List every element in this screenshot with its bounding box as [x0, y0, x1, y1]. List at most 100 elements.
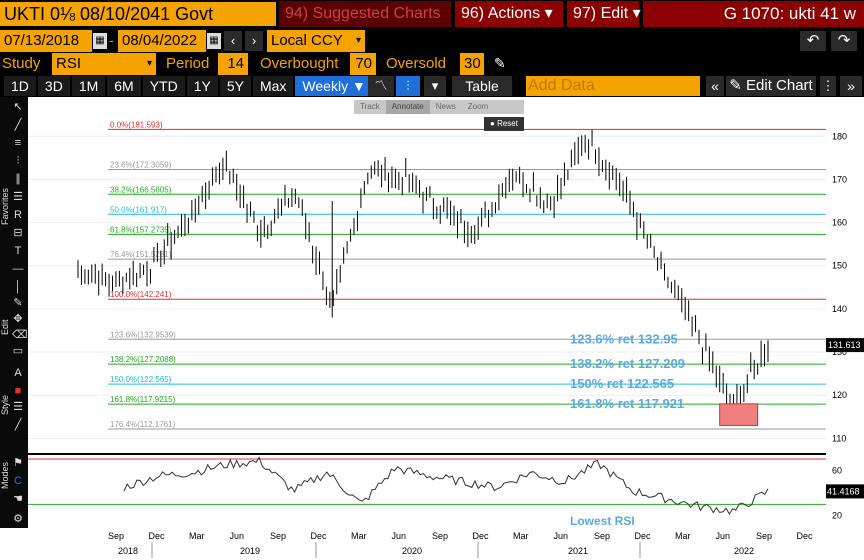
price-tick-label: 110	[832, 433, 846, 443]
timeframe-ytd[interactable]: YTD	[142, 76, 185, 96]
month-label: Dec	[797, 531, 814, 541]
top-bar: UKTI 0⅛ 08/10/2041 Govt 94) Suggested Ch…	[0, 0, 864, 28]
start-date-field[interactable]: 07/13/2018	[0, 30, 92, 52]
fib-label: 176.4%(112.1761)	[110, 420, 176, 429]
timeframe-3d[interactable]: 3D	[37, 76, 70, 96]
year-label: 2020	[402, 546, 422, 556]
fib-label: 100.0%(142.241)	[110, 290, 172, 299]
retracement-icon[interactable]: R	[14, 209, 22, 221]
rsi-tick-label: 60	[832, 465, 842, 475]
vertical-line-icon[interactable]: │	[14, 281, 22, 293]
lowest-price-box	[719, 403, 759, 426]
fib-label: 38.2%(166.5605)	[110, 185, 172, 194]
next-arrow-icon[interactable]: ›	[245, 31, 263, 51]
month-label: Jun	[392, 531, 407, 541]
edit-tools-label: Edit	[0, 319, 10, 335]
chart-area[interactable]: 0.0%(181.593) 23.6%(172.3059) 38.2%(166.56…	[28, 97, 826, 533]
retracement-annotation: 161.8% ret 117.921	[570, 396, 684, 411]
modes-label: Modes	[0, 461, 10, 489]
bar-chart-icon[interactable]: ⫶	[396, 76, 420, 96]
gear-icon[interactable]: ⚙	[13, 513, 23, 525]
channel-icon[interactable]: ∥	[15, 173, 21, 185]
study-select[interactable]: RSI ▾	[52, 53, 156, 75]
month-label: Mar	[675, 531, 691, 541]
line-chart-icon[interactable]: 〽	[368, 76, 394, 96]
line-style-icon[interactable]: ╱	[14, 419, 22, 431]
line-draw-icon[interactable]: ╱	[14, 119, 22, 131]
year-label: 2019	[240, 546, 260, 556]
expand-icon[interactable]: »	[840, 76, 862, 96]
text-icon[interactable]: T	[14, 245, 22, 257]
fib-retrace-icon[interactable]: ☰	[13, 191, 23, 203]
horizontal-line-icon[interactable]: —	[12, 263, 24, 275]
fib-label: 23.6%(172.3059)	[110, 160, 172, 169]
prev-arrow-icon[interactable]: ‹	[224, 31, 242, 51]
collapse-icon[interactable]: «	[706, 76, 724, 96]
annotate-button[interactable]: Annotate	[385, 100, 430, 114]
redo-icon[interactable]: ↷	[831, 31, 857, 51]
timeframe-5y[interactable]: 5Y	[219, 76, 251, 96]
timeframe-6m[interactable]: 6M	[107, 76, 141, 96]
undo-icon[interactable]: ↶	[800, 31, 826, 51]
color-icon[interactable]: ■	[14, 385, 22, 397]
month-label: Sep	[756, 531, 772, 541]
time-zone-icon[interactable]: ⊟	[13, 227, 23, 239]
left-toolbar: ↖ ╱ ≡ ⫶ ∥ ☰ R ⊟ T — │ ✎ ✥ ⌫ ▭ A ■ ☰ ╱ ⚑ …	[0, 97, 28, 533]
news-button[interactable]: News	[435, 102, 456, 111]
chart-id: G 1070: ukti 41 w	[643, 1, 864, 27]
add-data-input[interactable]: Add Data	[526, 76, 700, 96]
timeframe-1y[interactable]: 1Y	[186, 76, 218, 96]
calendar-icon[interactable]: ▦	[93, 33, 107, 49]
more-options-icon[interactable]: ⋮	[820, 76, 836, 96]
measure-icon[interactable]: ▭	[12, 345, 24, 357]
modes-icon[interactable]: ⚑	[13, 457, 23, 469]
fib-label: 76.4%(151.5281)	[110, 250, 172, 259]
end-date-field[interactable]: 08/04/2022	[118, 30, 206, 52]
rsi-tick-label: 20	[832, 511, 842, 521]
price-tick-label: 120	[832, 390, 847, 400]
month-label: Dec	[149, 531, 166, 541]
frequency-select[interactable]: Weekly ▼	[295, 76, 373, 96]
line-weight-icon[interactable]: ☰	[13, 401, 23, 413]
favorites-label: Favorites	[0, 187, 10, 225]
mode-c-icon[interactable]: C	[14, 475, 22, 487]
suggested-charts-button[interactable]: 94) Suggested Charts	[279, 1, 451, 27]
brush-icon[interactable]: ✎	[13, 297, 23, 309]
currency-select[interactable]: Local CCY ▾	[267, 30, 365, 52]
month-label: Jun	[230, 531, 245, 541]
pencil-icon[interactable]: ✎	[494, 55, 506, 71]
eraser-icon[interactable]: ⌫	[12, 329, 28, 341]
last-rsi-badge	[826, 484, 864, 499]
track-button[interactable]: Track	[360, 102, 380, 111]
timeframe-max[interactable]: Max	[252, 76, 294, 96]
cursor-icon[interactable]: ↖	[13, 101, 23, 113]
edit-button[interactable]: 97) Edit ▾	[567, 1, 641, 27]
security-title[interactable]: UKTI 0⅛ 08/10/2041 Govt	[0, 2, 276, 26]
retracement-annotation: 150% ret 122.565	[570, 376, 674, 391]
price-tick-label: 140	[832, 304, 847, 314]
actions-button[interactable]: 96) Actions ▾	[455, 1, 563, 27]
study-value: RSI	[56, 55, 82, 72]
period-input[interactable]: 14	[218, 53, 248, 75]
font-icon[interactable]: A	[14, 367, 22, 379]
reset-button[interactable]: ● Reset	[484, 117, 524, 131]
timeframe-1m[interactable]: 1M	[71, 76, 106, 96]
chart-svg[interactable]: 0.0%(181.593) 23.6%(172.3059) 38.2%(166.56…	[28, 97, 826, 533]
table-button[interactable]: Table	[452, 76, 512, 96]
timeframe-1d[interactable]: 1D	[4, 76, 36, 96]
fib-icon[interactable]: ≡	[14, 137, 22, 149]
hand-icon[interactable]: ☚	[13, 493, 23, 505]
lowest-rsi-label: Lowest RSI	[570, 514, 635, 528]
fib-fan-icon[interactable]: ⫶	[16, 155, 20, 167]
fib-label: 138.2%(127.2088)	[110, 355, 176, 364]
chevron-down-icon: ▾	[355, 35, 361, 46]
edit-chart-button[interactable]: ✎ Edit Chart	[726, 76, 816, 96]
calendar-icon[interactable]: ▦	[207, 33, 221, 49]
edit-num: 97)	[573, 5, 597, 22]
month-label: Jun	[716, 531, 731, 541]
zoom-button[interactable]: Zoom	[467, 102, 489, 111]
oversold-input[interactable]: 30	[460, 53, 484, 75]
overbought-input[interactable]: 70	[350, 53, 376, 75]
chevron-down-icon[interactable]: ▾	[424, 76, 446, 96]
crosshair-icon[interactable]: ✥	[13, 313, 23, 325]
